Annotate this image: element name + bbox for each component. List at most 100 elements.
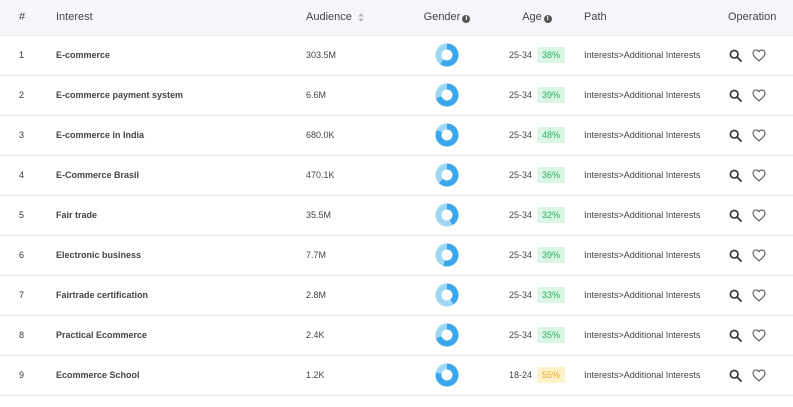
search-icon[interactable] xyxy=(729,369,742,382)
row-index: 1 xyxy=(19,50,25,60)
row-index-cell: 6 xyxy=(0,235,56,275)
age-percentage-badge: 55% xyxy=(537,367,566,383)
interest-name: Fairtrade certification xyxy=(56,290,149,300)
row-index: 7 xyxy=(19,290,25,300)
audience-size: 2.4K xyxy=(306,330,325,340)
heart-icon[interactable] xyxy=(752,168,766,182)
interest-name: E-commerce payment system xyxy=(56,90,184,100)
sort-icon[interactable] xyxy=(357,12,364,22)
table-row: 3 E-commerce in India 680.0K 25-34 48% I… xyxy=(0,115,793,155)
column-header-operation: Operation xyxy=(728,11,777,24)
info-icon[interactable]: i xyxy=(543,15,552,24)
column-header-audience[interactable]: Audience xyxy=(306,0,404,35)
age-range: 25-34 xyxy=(508,210,533,220)
audience-size: 2.8M xyxy=(306,290,327,300)
gender-donut-segment xyxy=(435,283,459,307)
audience-size: 7.7M xyxy=(306,250,327,260)
row-index: 8 xyxy=(19,330,25,340)
heart-icon[interactable] xyxy=(752,328,766,342)
interest-name: Ecommerce School xyxy=(56,370,140,380)
gender-cell xyxy=(404,155,490,195)
info-icon[interactable]: i xyxy=(462,15,471,24)
age-percentage-badge: 48% xyxy=(537,127,566,143)
row-index: 6 xyxy=(19,250,25,260)
table-row: 7 Fairtrade certification 2.8M 25-34 33%… xyxy=(0,275,793,315)
age-range: 25-34 xyxy=(508,170,533,180)
age-cell: 18-24 55% xyxy=(490,355,584,395)
column-header-gender-label: Gender xyxy=(423,11,461,24)
table-row: 4 E-Commerce Brasil 470.1K 25-34 36% Int… xyxy=(0,155,793,195)
heart-icon[interactable] xyxy=(752,48,766,62)
audience-size: 303.5M xyxy=(306,50,337,60)
age-percentage-badge: 35% xyxy=(537,327,566,343)
column-header-age: Age i xyxy=(490,0,584,35)
gender-donut-chart xyxy=(435,43,459,67)
heart-icon[interactable] xyxy=(752,248,766,262)
age-cell: 25-34 48% xyxy=(490,115,584,155)
interest-path: Interests>Additional Interests xyxy=(584,210,701,220)
gender-donut-chart xyxy=(435,123,459,147)
gender-donut-segment xyxy=(435,43,459,67)
interest-name: E-commerce xyxy=(56,50,111,60)
age-range: 25-34 xyxy=(508,50,533,60)
age-cell: 25-34 36% xyxy=(490,155,584,195)
interest-path: Interests>Additional Interests xyxy=(584,330,701,340)
column-header-audience-label: Audience xyxy=(306,11,352,24)
search-icon[interactable] xyxy=(729,329,742,342)
interest-path: Interests>Additional Interests xyxy=(584,290,701,300)
interest-path: Interests>Additional Interests xyxy=(584,370,701,380)
table-row: 2 E-commerce payment system 6.6M 25-34 3… xyxy=(0,75,793,115)
age-cell: 25-34 35% xyxy=(490,315,584,355)
row-index: 9 xyxy=(19,370,25,380)
operation-cell xyxy=(728,195,793,235)
search-icon[interactable] xyxy=(729,169,742,182)
gender-donut-segment xyxy=(435,363,459,387)
search-icon[interactable] xyxy=(729,249,742,262)
interest-name: Electronic business xyxy=(56,250,142,260)
gender-cell xyxy=(404,275,490,315)
age-percentage-badge: 33% xyxy=(537,287,566,303)
operation-cell xyxy=(728,155,793,195)
gender-donut-segment xyxy=(435,243,459,267)
row-index-cell: 2 xyxy=(0,75,56,115)
search-icon[interactable] xyxy=(729,49,742,62)
interest-table: # Interest Audience Gender i Age i Path Op… xyxy=(0,0,793,395)
gender-cell xyxy=(404,235,490,275)
table-row: 5 Fair trade 35.5M 25-34 32% Interests>A… xyxy=(0,195,793,235)
age-percentage-badge: 39% xyxy=(537,247,566,263)
table-row: 8 Practical Ecommerce 2.4K 25-34 35% Int… xyxy=(0,315,793,355)
age-cell: 25-34 33% xyxy=(490,275,584,315)
row-index-cell: 4 xyxy=(0,155,56,195)
heart-icon[interactable] xyxy=(752,88,766,102)
operation-cell xyxy=(728,315,793,355)
column-header-age-label: Age xyxy=(522,11,542,24)
column-header-index-label: # xyxy=(19,11,26,24)
gender-donut-chart xyxy=(435,283,459,307)
gender-cell xyxy=(404,355,490,395)
search-icon[interactable] xyxy=(729,209,742,222)
interest-name: E-Commerce Brasil xyxy=(56,170,140,180)
operation-cell xyxy=(728,235,793,275)
gender-donut-chart xyxy=(435,203,459,227)
search-icon[interactable] xyxy=(729,89,742,102)
heart-icon[interactable] xyxy=(752,288,766,302)
interest-path: Interests>Additional Interests xyxy=(584,250,701,260)
age-percentage-badge: 32% xyxy=(537,207,566,223)
row-index-cell: 3 xyxy=(0,115,56,155)
gender-donut-segment xyxy=(435,323,459,347)
gender-donut-chart xyxy=(435,163,459,187)
row-index-cell: 7 xyxy=(0,275,56,315)
age-cell: 25-34 32% xyxy=(490,195,584,235)
interest-path: Interests>Additional Interests xyxy=(584,130,701,140)
search-icon[interactable] xyxy=(729,289,742,302)
table-row: 1 E-commerce 303.5M 25-34 38% Interests>… xyxy=(0,35,793,75)
gender-donut-chart xyxy=(435,83,459,107)
heart-icon[interactable] xyxy=(752,368,766,382)
gender-donut-segment xyxy=(435,83,459,107)
interest-name: Practical Ecommerce xyxy=(56,330,148,340)
heart-icon[interactable] xyxy=(752,128,766,142)
heart-icon[interactable] xyxy=(752,208,766,222)
search-icon[interactable] xyxy=(729,129,742,142)
operation-cell xyxy=(728,355,793,395)
age-cell: 25-34 38% xyxy=(490,35,584,75)
